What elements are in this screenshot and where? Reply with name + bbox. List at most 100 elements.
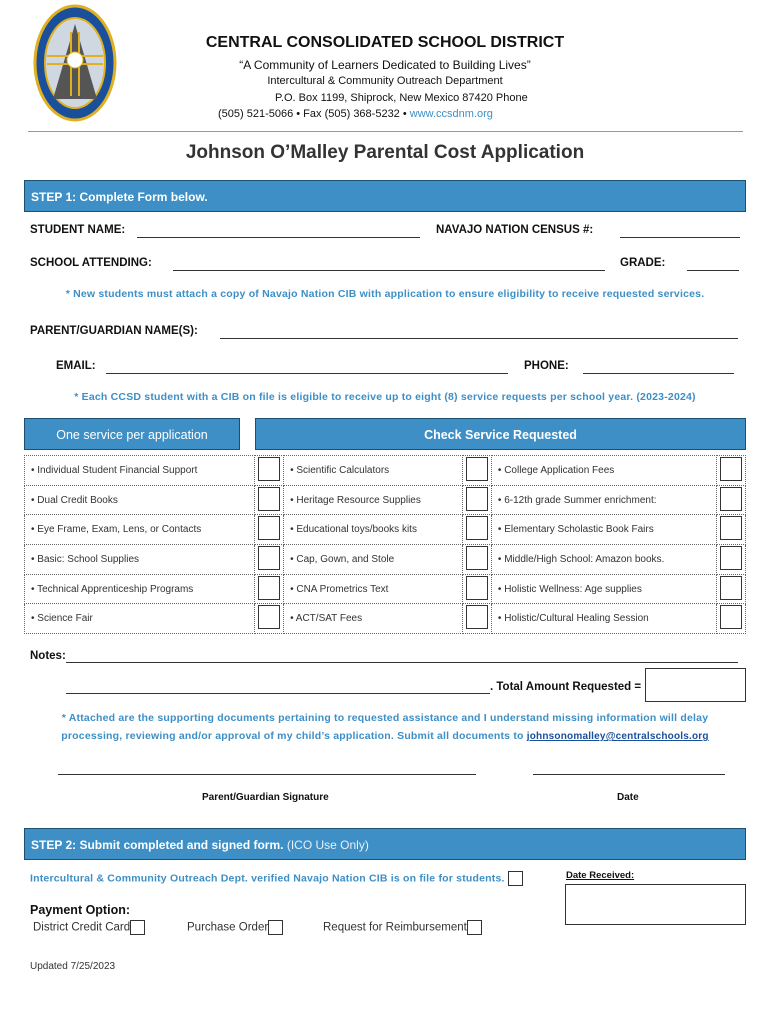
attest-line2: processing, reviewing and/or approval of… — [0, 730, 770, 742]
credit-card-label: District Credit Card — [33, 921, 131, 934]
email-field[interactable] — [106, 373, 508, 374]
payment-credit-card[interactable]: District Credit Card — [33, 920, 146, 935]
page-title: Johnson O’Malley Parental Cost Applicati… — [185, 142, 585, 163]
service-row: • Dual Credit Books • Heritage Resource S… — [23, 484, 746, 516]
phone-field[interactable] — [583, 373, 734, 374]
service-checkbox[interactable] — [720, 486, 742, 511]
service-cell — [716, 544, 746, 575]
census-label: NAVAJO NATION CENSUS #: — [436, 224, 594, 236]
service-checkbox[interactable] — [465, 605, 488, 630]
total-label: . Total Amount Requested = — [490, 681, 642, 693]
service-cell — [461, 573, 492, 605]
service-checkbox[interactable] — [258, 516, 281, 541]
purchase-order-label: Purchase Order — [187, 921, 269, 934]
student-name-field[interactable] — [137, 237, 420, 238]
service-label: • Heritage Resource Supplies — [283, 484, 463, 516]
service-checkbox[interactable] — [465, 516, 488, 541]
contact-text: (505) 521-5066 • Fax (505) 368-5232 • — [218, 108, 410, 120]
service-label: • Holistic Wellness: Age supplies — [490, 573, 718, 605]
grade-field[interactable] — [687, 270, 739, 271]
website-link[interactable]: www.ccsdnm.org — [409, 108, 493, 120]
step2-bar: STEP 2: Submit completed and signed form… — [24, 828, 746, 860]
service-checkbox[interactable] — [258, 486, 281, 511]
signature-label: Parent/Guardian Signature — [202, 792, 329, 803]
service-label: • Individual Student Financial Support — [23, 455, 256, 486]
date-field[interactable] — [533, 774, 725, 775]
student-name-label: STUDENT NAME: — [30, 224, 126, 236]
service-checkbox[interactable] — [465, 486, 488, 511]
header-divider — [28, 131, 743, 132]
service-checkbox[interactable] — [720, 605, 742, 630]
service-label: • Middle/High School: Amazon books. — [490, 544, 718, 575]
census-field[interactable] — [620, 237, 740, 238]
step2-sub: (ICO Use Only) — [286, 838, 369, 852]
service-checkbox[interactable] — [720, 545, 742, 570]
service-label: • Science Fair — [23, 603, 256, 635]
service-row: • Science Fair • ACT/SAT Fees • Holistic/C… — [23, 603, 746, 635]
service-row: • Eye Frame, Exam, Lens, or Contacts • Ed… — [23, 514, 746, 546]
service-label: • Eye Frame, Exam, Lens, or Contacts — [23, 514, 256, 546]
service-checkbox[interactable] — [720, 575, 742, 600]
notes-field-2[interactable] — [66, 693, 490, 694]
service-cell — [461, 484, 492, 516]
service-checkbox[interactable] — [465, 456, 488, 481]
attest-text: processing, reviewing and/or approval of… — [61, 730, 527, 742]
service-label: • Educational toys/books kits — [283, 514, 463, 546]
service-label: • Holistic/Cultural Healing Session — [490, 603, 718, 635]
service-cell — [254, 514, 285, 546]
service-checkbox[interactable] — [720, 516, 742, 541]
service-label: • Elementary Scholastic Book Fairs — [490, 514, 718, 546]
grade-label: GRADE: — [620, 257, 666, 269]
notes-label: Notes: — [30, 650, 66, 662]
service-cell — [716, 573, 746, 605]
verified-label: Intercultural & Community Outreach Dept.… — [30, 872, 505, 885]
service-label: • 6-12th grade Summer enrichment: — [490, 484, 718, 516]
district-name: CENTRAL CONSOLIDATED SCHOOL DISTRICT — [205, 34, 565, 51]
service-checkbox[interactable] — [720, 456, 742, 481]
contact-line: (505) 521-5066 • Fax (505) 368-5232 • ww… — [218, 108, 493, 120]
service-checkbox[interactable] — [258, 545, 281, 570]
district-logo — [33, 4, 117, 122]
service-label: • Cap, Gown, and Stole — [283, 544, 463, 575]
payment-purchase-order[interactable]: Purchase Order — [187, 920, 284, 935]
service-checkbox[interactable] — [258, 456, 281, 481]
services-table: • Individual Student Financial Support • … — [23, 455, 746, 635]
parent-field[interactable] — [220, 338, 738, 339]
payment-reimbursement[interactable]: Request for Reimbursement — [323, 920, 482, 935]
parent-label: PARENT/GUARDIAN NAME(S): — [30, 325, 198, 337]
payment-option-label: Payment Option: — [30, 903, 131, 917]
total-amount-field[interactable] — [645, 668, 746, 702]
date-received-field[interactable] — [565, 884, 746, 925]
service-label: • College Application Fees — [490, 455, 718, 486]
submit-email-link[interactable]: johnsonomalley@centralschools.org — [526, 731, 709, 742]
service-cell — [716, 514, 746, 546]
reimbursement-label: Request for Reimbursement — [323, 921, 467, 934]
reimbursement-checkbox[interactable] — [466, 920, 482, 935]
service-cell — [716, 455, 746, 486]
step2-label: STEP 2: Submit completed and signed form… — [31, 838, 284, 852]
service-cell — [254, 455, 285, 486]
cib-verified-text: Intercultural & Community Outreach Dept.… — [30, 871, 523, 886]
service-cell — [461, 455, 492, 486]
notes-field[interactable] — [66, 662, 738, 663]
service-cell — [461, 603, 492, 635]
school-label: SCHOOL ATTENDING: — [30, 257, 152, 269]
service-checkbox[interactable] — [258, 605, 281, 630]
service-cell — [716, 603, 746, 635]
service-checkbox[interactable] — [258, 575, 281, 600]
cib-note: * New students must attach a copy of Nav… — [65, 288, 705, 300]
school-field[interactable] — [173, 270, 605, 271]
credit-card-checkbox[interactable] — [130, 920, 146, 935]
check-service-header: Check Service Requested — [255, 418, 746, 450]
signature-field[interactable] — [58, 774, 476, 775]
service-checkbox[interactable] — [465, 545, 488, 570]
step1-bar: STEP 1: Complete Form below. — [24, 180, 746, 212]
service-cell — [461, 544, 492, 575]
service-row: • Basic: School Supplies • Cap, Gown, and… — [23, 544, 746, 575]
cib-verified-checkbox[interactable] — [507, 871, 523, 886]
service-row: • Individual Student Financial Support • … — [23, 455, 746, 486]
service-checkbox[interactable] — [465, 575, 488, 600]
service-cell — [254, 603, 285, 635]
one-service-header: One service per application — [24, 418, 240, 450]
purchase-order-checkbox[interactable] — [268, 920, 284, 935]
